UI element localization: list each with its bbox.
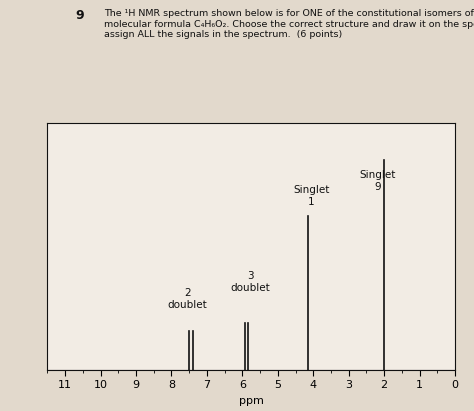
Text: Singlet
1: Singlet 1	[293, 185, 330, 207]
Text: 2
doublet: 2 doublet	[167, 288, 207, 310]
Text: Singlet
9: Singlet 9	[360, 170, 396, 192]
X-axis label: ppm: ppm	[239, 396, 264, 406]
Text: 9: 9	[76, 9, 84, 22]
Text: 3
doublet: 3 doublet	[230, 271, 270, 293]
Text: The ¹H NMR spectrum shown below is for ONE of the constitutional isomers of
mole: The ¹H NMR spectrum shown below is for O…	[104, 9, 474, 39]
